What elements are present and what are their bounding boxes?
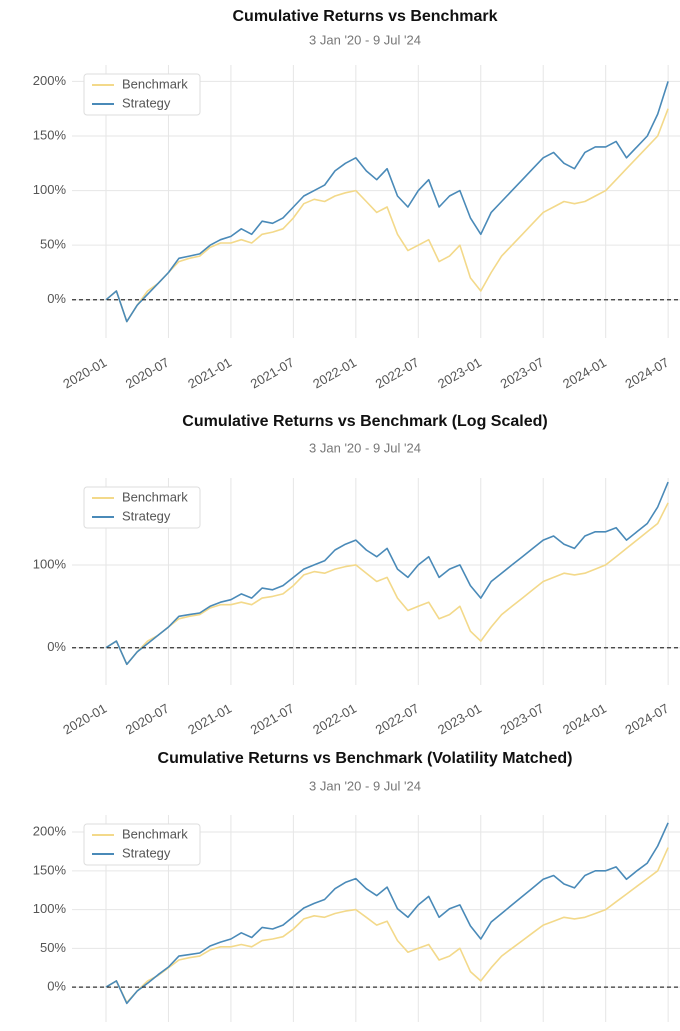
y-tick-label: 100% <box>33 556 67 571</box>
x-tick-label: 2021-01 <box>185 355 234 392</box>
y-tick-label: 150% <box>33 127 67 142</box>
x-tick-label: 2022-07 <box>373 355 422 392</box>
x-tick-label: 2022-01 <box>310 701 359 738</box>
x-tick-label: 2022-01 <box>310 355 359 392</box>
y-tick-label: 200% <box>33 823 67 838</box>
x-tick-label: 2024-07 <box>623 701 672 738</box>
chart-subtitle: 3 Jan '20 - 9 Jul '24 <box>309 32 421 47</box>
y-tick-label: 0% <box>47 639 66 654</box>
series-line <box>105 81 669 323</box>
y-tick-label: 100% <box>33 182 67 197</box>
y-tick-label: 200% <box>33 73 67 88</box>
x-tick-label: 2022-07 <box>373 701 422 738</box>
series-line <box>105 481 669 666</box>
x-tick-label: 2020-07 <box>123 355 172 392</box>
legend-label: Benchmark <box>122 489 188 504</box>
series-line <box>105 108 669 323</box>
y-tick-label: 150% <box>33 862 67 877</box>
series-line <box>105 847 669 1004</box>
legend-label: Benchmark <box>122 76 188 91</box>
x-tick-label: 2023-01 <box>435 355 484 392</box>
series-line <box>105 822 669 1005</box>
legend-label: Strategy <box>122 95 171 110</box>
chart-subtitle: 3 Jan '20 - 9 Jul '24 <box>309 440 421 455</box>
x-tick-label: 2024-01 <box>560 701 609 738</box>
series-line <box>105 502 669 666</box>
legend-label: Strategy <box>122 508 171 523</box>
x-tick-label: 2024-07 <box>623 355 672 392</box>
x-tick-label: 2021-01 <box>185 701 234 738</box>
x-tick-label: 2020-01 <box>60 701 109 738</box>
x-tick-label: 2020-01 <box>60 355 109 392</box>
x-tick-label: 2024-01 <box>560 355 609 392</box>
x-tick-label: 2020-07 <box>123 701 172 738</box>
x-tick-label: 2021-07 <box>248 701 297 738</box>
y-tick-label: 50% <box>40 237 66 252</box>
chart-subtitle: 3 Jan '20 - 9 Jul '24 <box>309 778 421 793</box>
x-tick-label: 2023-07 <box>498 701 547 738</box>
x-tick-label: 2023-01 <box>435 701 484 738</box>
y-tick-label: 100% <box>33 901 67 916</box>
y-tick-label: 0% <box>47 291 66 306</box>
y-tick-label: 0% <box>47 979 66 994</box>
chart-title: Cumulative Returns vs Benchmark (Log Sca… <box>182 413 547 430</box>
chart-title: Cumulative Returns vs Benchmark (Volatil… <box>158 750 573 767</box>
x-tick-label: 2021-07 <box>248 355 297 392</box>
legend-label: Benchmark <box>122 826 188 841</box>
x-tick-label: 2023-07 <box>498 355 547 392</box>
y-tick-label: 50% <box>40 940 66 955</box>
chart-title: Cumulative Returns vs Benchmark <box>233 8 498 25</box>
legend-label: Strategy <box>122 845 171 860</box>
